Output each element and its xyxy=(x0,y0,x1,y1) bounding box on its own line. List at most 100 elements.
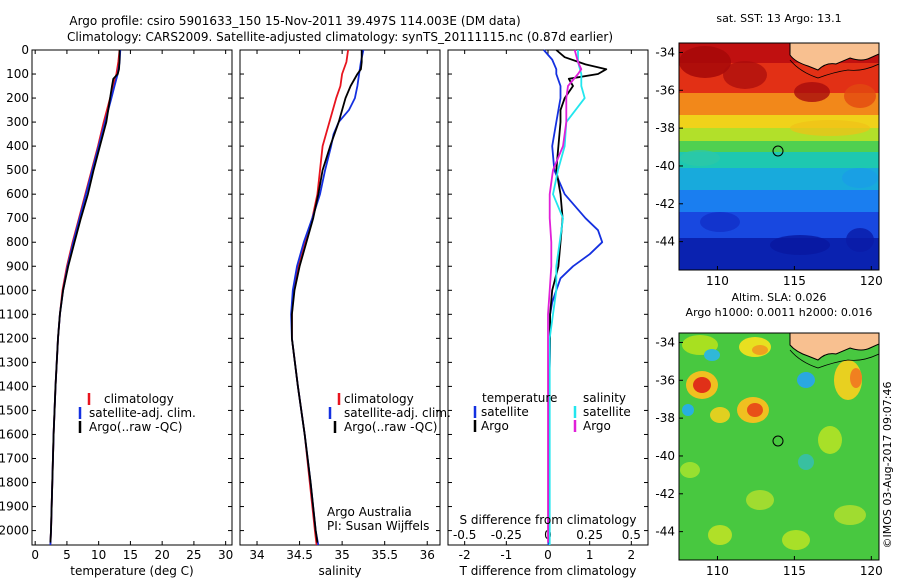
map-y-tick-label: -38 xyxy=(655,121,675,135)
series-line-argo-raw-qc- xyxy=(49,50,121,543)
sla-map-image xyxy=(679,333,879,560)
sla-map-title-line2: Argo h1000: 0.0011 h2000: 0.016 xyxy=(686,306,873,319)
map-y-tick-label: -44 xyxy=(655,525,675,539)
x-tick-label: 35.5 xyxy=(371,548,398,562)
sst-map-ticks: -34 -36 -38 -40 -42 -44 110 115 120 xyxy=(655,45,882,288)
y-tick-label: 600 xyxy=(6,187,29,201)
sst-map-frame xyxy=(678,42,880,271)
map-y-tick-label: -36 xyxy=(655,83,675,97)
y-tick-label: 1300 xyxy=(0,355,29,369)
x-tick-label: 0 xyxy=(31,548,39,562)
sst-map-image xyxy=(679,43,879,270)
x-tick-label: 35 xyxy=(334,548,349,562)
map-y-tick-label: -40 xyxy=(655,159,675,173)
legend-header-temperature: temperature xyxy=(482,391,557,405)
temperature-series xyxy=(49,49,122,546)
legend-label-temp-satellite: satellite xyxy=(481,405,529,419)
sla-map-frame xyxy=(678,332,880,561)
map-y-tick-label: -34 xyxy=(655,45,675,59)
y-tick-label: 1800 xyxy=(0,476,29,490)
land-australia xyxy=(789,333,879,361)
difference-series xyxy=(543,49,608,545)
map-y-tick-label: -40 xyxy=(655,449,675,463)
difference-xlabel-top: S difference from climatology xyxy=(460,513,637,527)
legend-label-climatology: climatology xyxy=(104,392,174,406)
y-tick-label: 100 xyxy=(6,67,29,81)
series-line-argo-raw-qc- xyxy=(290,50,363,543)
difference-legend: temperature satellite Argo salinity sate… xyxy=(473,391,631,433)
salinity-xlabel: salinity xyxy=(318,564,361,578)
x-tick-label: 15 xyxy=(123,548,138,562)
y-tick-label: 1900 xyxy=(0,500,29,514)
y-tick-label: 900 xyxy=(6,259,29,273)
temperature-ticks: 0100200300400500600700800900100011001200… xyxy=(0,43,233,562)
x-tick-label: 25 xyxy=(186,548,201,562)
map-y-tick-label: -44 xyxy=(655,235,675,249)
y-tick-label: 1500 xyxy=(0,403,29,417)
y-tick-label: 500 xyxy=(6,163,29,177)
annotation-pi-name: PI: Susan Wijffels xyxy=(327,519,429,533)
sla-map-title-line1: Altim. SLA: 0.026 xyxy=(731,291,826,304)
map-x-tick-label: 110 xyxy=(706,274,729,288)
x-tick-label: 34 xyxy=(249,548,264,562)
x-tick-label: 5 xyxy=(63,548,71,562)
y-tick-label: 1600 xyxy=(0,427,29,441)
y-tick-label: 400 xyxy=(6,139,29,153)
map-y-tick-label: -38 xyxy=(655,411,675,425)
temperature-axes xyxy=(31,49,233,546)
y-tick-label: 2000 xyxy=(0,524,29,538)
y-tick-label: 800 xyxy=(6,235,29,249)
x-tick-label: 10 xyxy=(91,548,106,562)
sst-map-title: sat. SST: 13 Argo: 13.1 xyxy=(716,12,841,25)
map-x-tick-label: 110 xyxy=(706,564,729,578)
y-tick-label: 700 xyxy=(6,211,29,225)
legend-label-climatology: climatology xyxy=(344,392,414,406)
x-tick-label: 30 xyxy=(218,548,233,562)
map-y-tick-label: -42 xyxy=(655,487,675,501)
y-tick-label: 300 xyxy=(6,115,29,129)
map-x-tick-label: 120 xyxy=(860,564,883,578)
map-x-tick-label: 120 xyxy=(860,274,883,288)
x-tick-label-top: 0.5 xyxy=(622,528,641,542)
legend-label-argo: Argo(..raw -QC) xyxy=(89,420,182,434)
difference-xlabel: T difference from climatology xyxy=(459,564,637,578)
temperature-legend: climatology satellite-adj. clim. Argo(..… xyxy=(78,392,196,434)
y-tick-label: 1700 xyxy=(0,451,29,465)
x-tick-label: 34.5 xyxy=(286,548,313,562)
sst-argo-location-marker xyxy=(772,145,784,157)
map-y-tick-label: -34 xyxy=(655,335,675,349)
temperature-xlabel: temperature (deg C) xyxy=(70,564,193,578)
x-tick-label: 36 xyxy=(420,548,435,562)
imos-watermark: ©IMOS 03-Aug-2017 09:07:46 xyxy=(881,382,894,549)
x-tick-label: 0 xyxy=(544,548,552,562)
y-tick-label: 1000 xyxy=(0,283,29,297)
map-y-tick-label: -36 xyxy=(655,373,675,387)
legend-label-satellite: satellite-adj. clim. xyxy=(344,406,451,420)
header-title-line2: Climatology: CARS2009. Satellite-adjuste… xyxy=(67,30,613,44)
y-tick-label: 1100 xyxy=(0,307,29,321)
x-tick-label: 1 xyxy=(586,548,594,562)
land-australia xyxy=(789,43,879,71)
legend-header-salinity: salinity xyxy=(583,391,626,405)
x-tick-label-top: 0.25 xyxy=(576,528,603,542)
annotation-argo-australia: Argo Australia xyxy=(327,505,412,519)
legend-label-argo: Argo(..raw -QC) xyxy=(344,420,437,434)
legend-label-sal-satellite: satellite xyxy=(583,405,631,419)
x-tick-label-top: -0.25 xyxy=(491,528,522,542)
salinity-series xyxy=(290,49,365,546)
legend-label-temp-argo: Argo xyxy=(481,419,509,433)
x-tick-label: -2 xyxy=(459,548,471,562)
sla-argo-location-marker xyxy=(772,435,784,447)
y-tick-label: 1400 xyxy=(0,379,29,393)
contour-line xyxy=(789,59,879,79)
salinity-legend: climatology satellite-adj. clim. Argo(..… xyxy=(327,392,451,533)
y-tick-label: 200 xyxy=(6,91,29,105)
x-tick-label: 20 xyxy=(155,548,170,562)
map-x-tick-label: 115 xyxy=(783,274,806,288)
x-tick-label: -1 xyxy=(500,548,512,562)
contour-line xyxy=(789,349,879,369)
series-line-salinity-satellite xyxy=(548,50,586,545)
series-line-salinity-argo xyxy=(547,49,583,543)
map-x-tick-label: 115 xyxy=(783,564,806,578)
